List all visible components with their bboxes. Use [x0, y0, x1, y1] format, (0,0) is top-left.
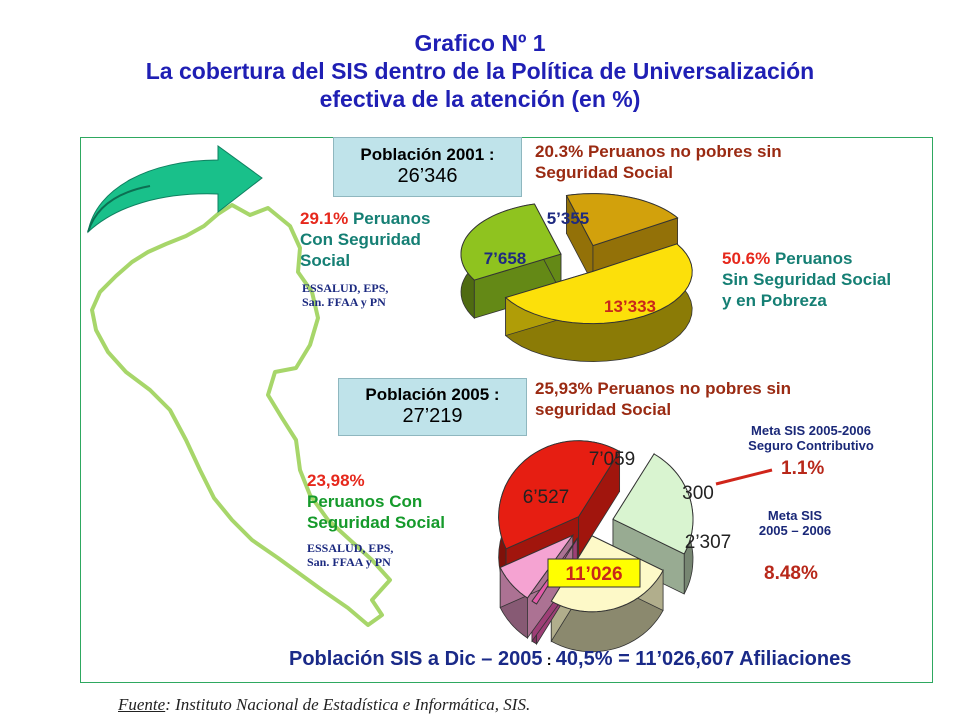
chart-title-line1: Grafico Nº 1 [414, 30, 546, 56]
label-2005-with-ss-detail: ESSALUD, EPS, San. FFAA y PN [307, 541, 393, 569]
meta-sis-2005-2006: Meta SIS 2005 – 2006 [740, 508, 850, 538]
label-2005-nonpoor-text1: 25,93% Peruanos no pobres sin [535, 379, 792, 398]
label-2001-with-ss-text1: Peruanos [352, 209, 431, 228]
bottom-summary-part2: 40,5% = 11’026,607 Afiliaciones [555, 648, 852, 670]
label-2001-detail2: San. FFAA y PN [302, 295, 386, 309]
pie2-slice-0 [498, 440, 621, 550]
label-2005-with-ss: 23,98% Peruanos Con Seguridad Social [307, 470, 445, 533]
label-2001-with-ss-text3: Social [300, 251, 351, 270]
population-2001-box: Población 2001 : 26’346 [333, 137, 522, 197]
population-2001-label: Población 2001 : [360, 145, 495, 164]
meta1-line1: Meta SIS 2005-2006 [751, 423, 871, 438]
pie2-value-label-0: 11’026 [565, 564, 622, 585]
pie1-value-label-2: 13’333 [604, 297, 656, 316]
source-note: Fuente: Instituto Nacional de Estadístic… [118, 695, 530, 715]
label-2001-poor-text2: Sin Seguridad Social [722, 270, 892, 289]
pie2-value-label-4: 2’307 [685, 532, 732, 553]
label-2005-detail1: ESSALUD, EPS, [307, 541, 394, 555]
population-2005-value: 27’219 [402, 405, 463, 427]
peru-map-outline [90, 203, 392, 627]
population-2001-value: 26’346 [397, 165, 458, 187]
label-2001-nonpoor-text2: Seguridad Social [535, 163, 673, 182]
pie2-value-label-2: 7’059 [589, 449, 636, 470]
meta2-pct: 8.48% [764, 563, 818, 584]
pie1-slice-0 [460, 203, 562, 281]
bottom-summary-sep: : [542, 652, 556, 669]
population-2005-box: Población 2005 : 27’219 [338, 378, 527, 436]
label-2005-nonpoor: 25,93% Peruanos no pobres sin seguridad … [535, 378, 791, 420]
label-2001-nonpoor: 20.3% Peruanos no pobres sin Seguridad S… [535, 141, 782, 183]
pie2-slice-4 [499, 534, 575, 599]
label-2001-detail1: ESSALUD, EPS, [302, 281, 389, 295]
label-2005-with-ss-pct: 23,98% [307, 471, 365, 490]
bottom-summary: Población SIS a Dic – 2005 : 40,5% = 11’… [289, 648, 851, 671]
pie1-slice-1 [565, 193, 679, 247]
pie1-value-label-1: 5’355 [547, 209, 590, 228]
bottom-summary-part1: Población SIS a Dic – 2005 [289, 648, 543, 670]
label-2001-poor-text3: y en Pobreza [722, 291, 827, 310]
label-2001-with-ss-pct: 29.1% [300, 209, 349, 228]
meta1-pct: 1.1% [781, 458, 825, 479]
source-label: Fuente [118, 695, 166, 714]
label-2001-with-ss-detail: ESSALUD, EPS, San. FFAA y PN [302, 281, 388, 309]
pie2-value-label-1: 6’527 [523, 487, 570, 508]
meta-pointer-line [715, 468, 773, 486]
meta2-line1: Meta SIS [767, 508, 823, 523]
source-text: : Instituto Nacional de Estadística e In… [165, 695, 531, 714]
pie2-value-label-3: 300 [682, 483, 714, 504]
label-2005-nonpoor-text2: seguridad Social [535, 400, 672, 419]
label-2001-poor-text1: Peruanos [774, 249, 853, 268]
label-2001-poor-pct: 50.6% [722, 249, 771, 268]
pie2-slice-1 [612, 453, 694, 555]
meta-sis-contributivo: Meta SIS 2005-2006 Seguro Contributivo [736, 423, 886, 453]
label-2001-with-ss: 29.1% Peruanos Con Seguridad Social [300, 208, 430, 271]
label-2005-detail2: San. FFAA y PN [307, 555, 391, 569]
pie2-label-box-0 [547, 558, 641, 588]
label-2001-nonpoor-pct: 20.3% [535, 142, 584, 161]
label-2001-poor: 50.6% Peruanos Sin Seguridad Social y en… [722, 248, 891, 311]
pie1-slice-2 [504, 243, 693, 325]
pie1-value-label-0: 7’658 [484, 249, 527, 268]
meta1-line2: Seguro Contributivo [748, 438, 874, 453]
label-2005-with-ss-text2: Seguridad Social [307, 513, 445, 532]
chart-title-line3: efectiva de la atención (en %) [319, 86, 641, 112]
label-2001-nonpoor-text1: Peruanos no pobres sin [587, 142, 782, 161]
green-arrow-icon [87, 145, 263, 234]
population-2005-label: Población 2005 : [365, 385, 500, 404]
meta2-line2: 2005 – 2006 [758, 523, 832, 538]
label-2005-with-ss-text1: Peruanos Con [307, 492, 423, 511]
chart-title-line2: La cobertura del SIS dentro de la Políti… [145, 58, 815, 84]
label-2001-with-ss-text2: Con Seguridad [300, 230, 421, 249]
